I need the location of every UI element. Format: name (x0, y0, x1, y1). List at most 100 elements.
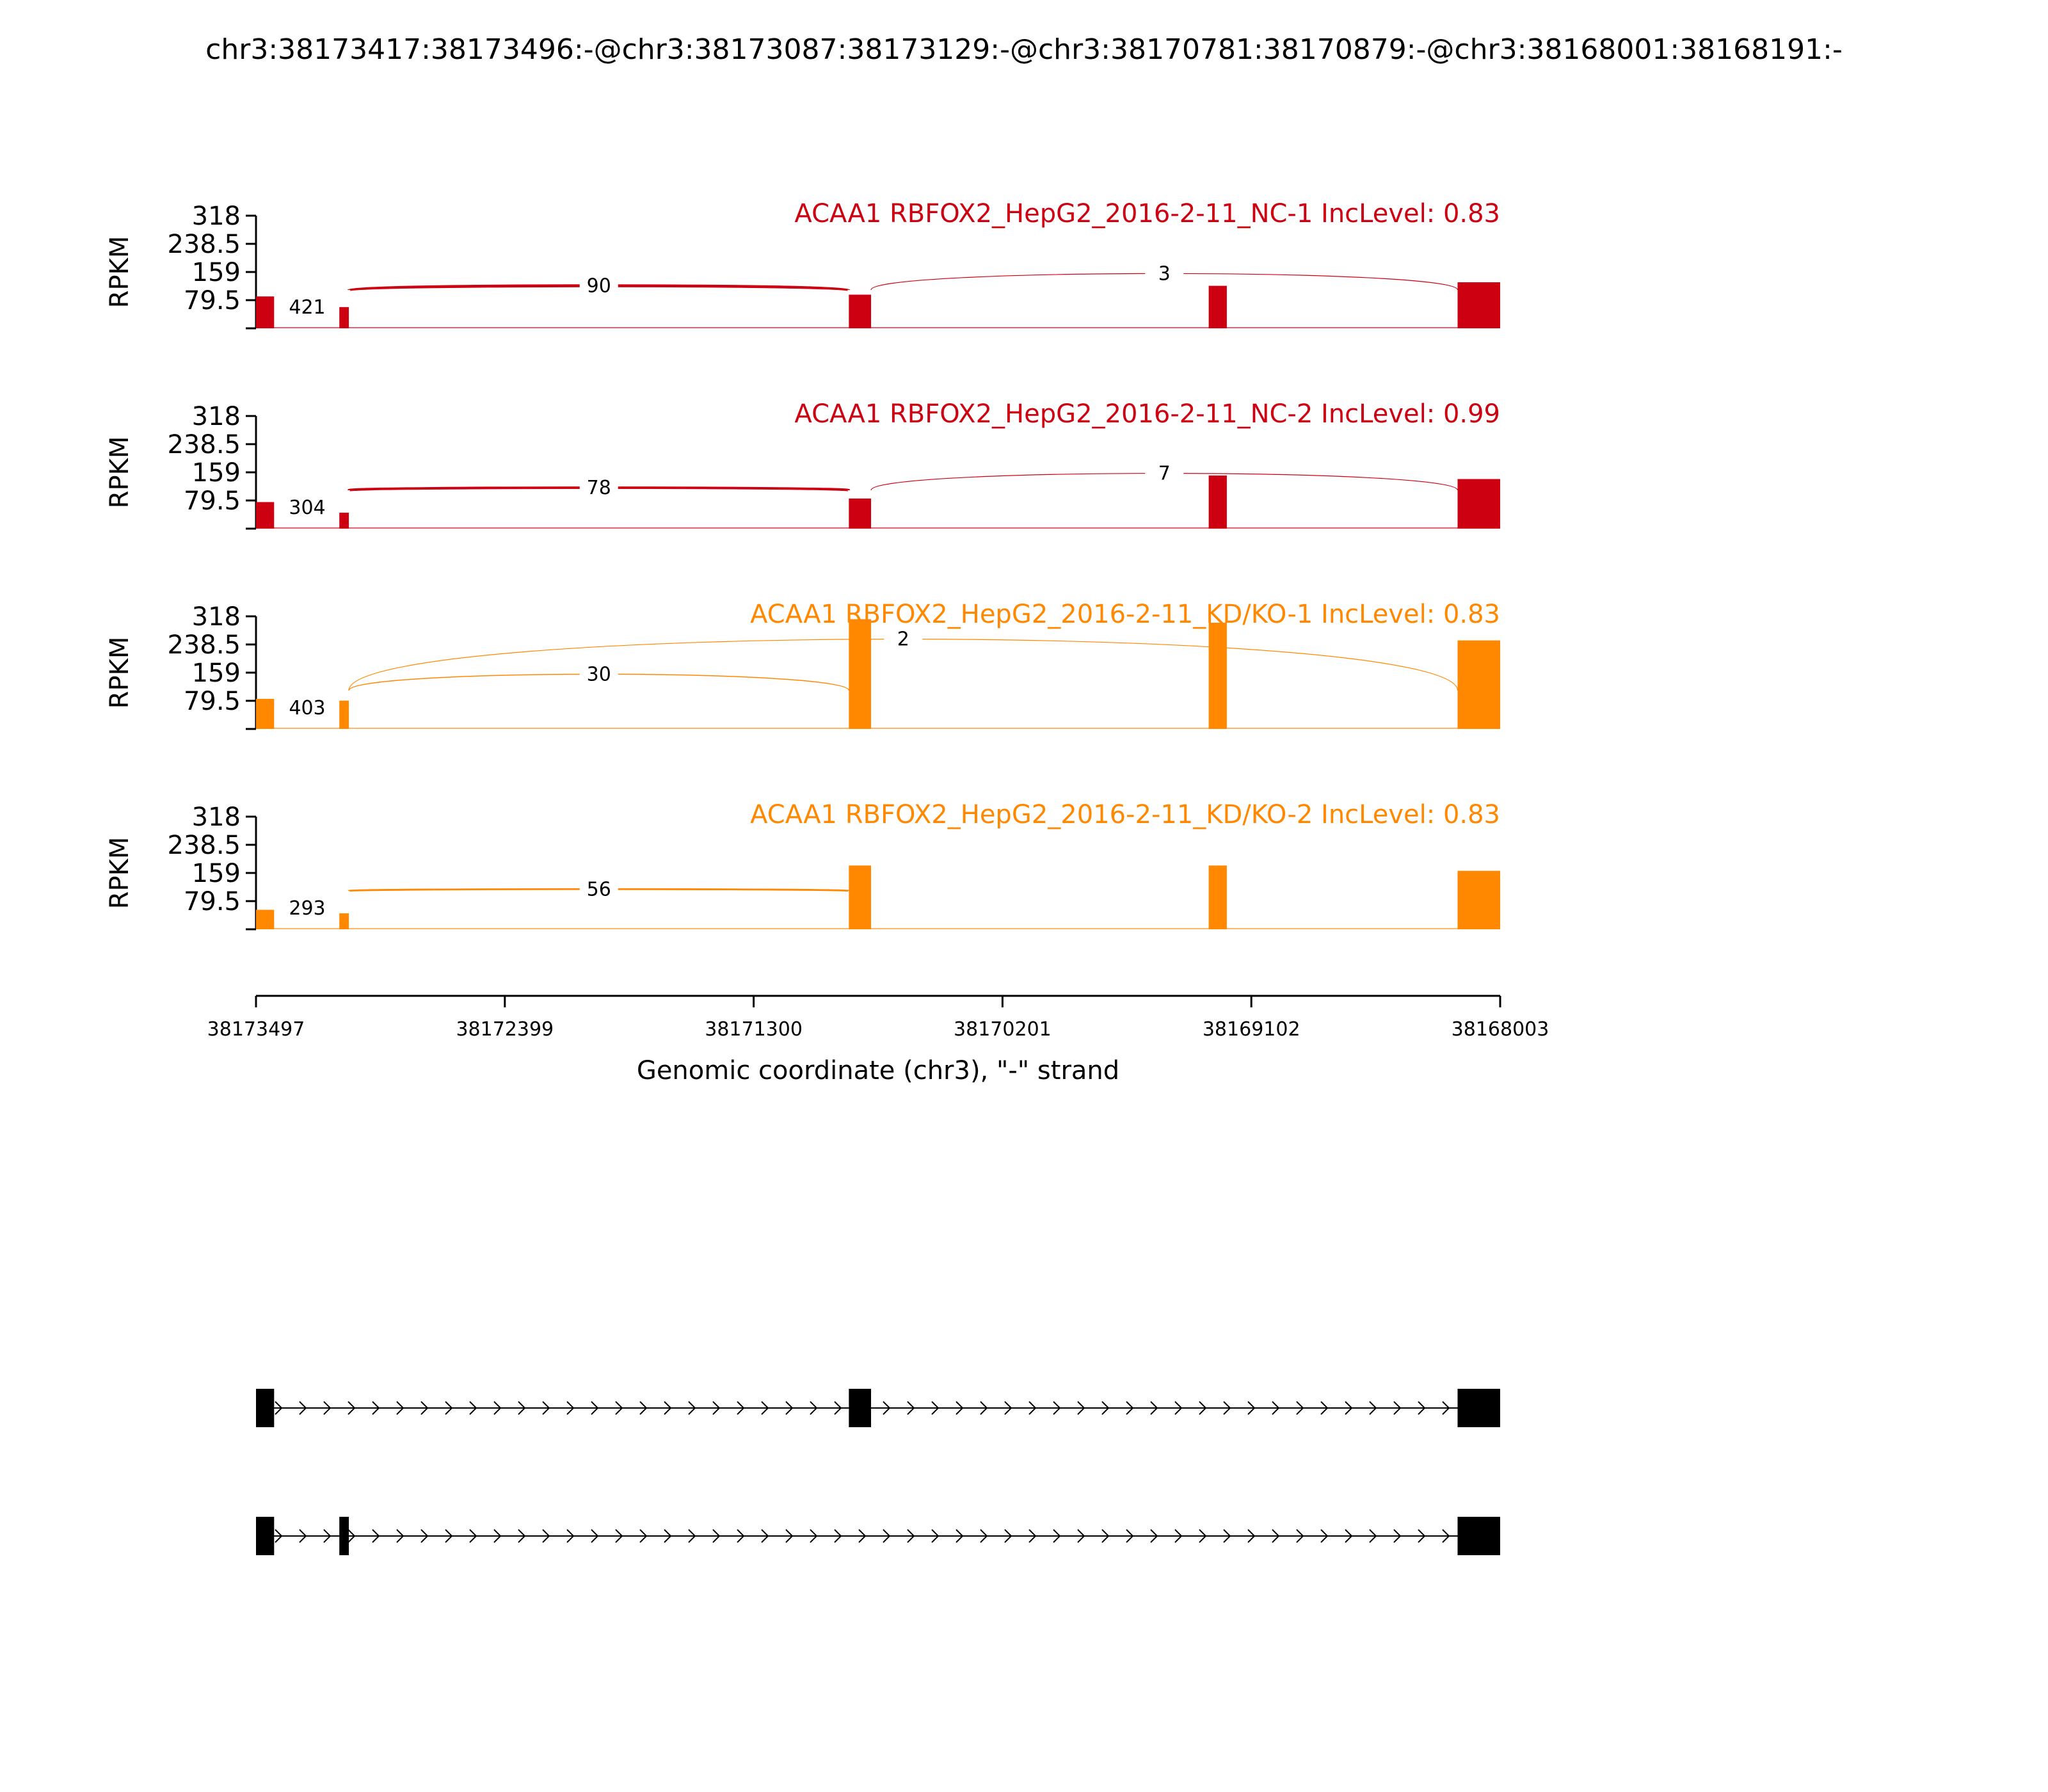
strand-arrow (566, 1529, 575, 1543)
x-tick-label: 38170201 (954, 1018, 1052, 1041)
strand-arrow (542, 1529, 550, 1543)
strand-arrow (810, 1401, 818, 1415)
isoform-2 (256, 1517, 1500, 1555)
strand-arrow (1320, 1401, 1329, 1415)
strand-arrow (445, 1529, 453, 1543)
junction-count-left: 304 (289, 497, 325, 519)
strand-arrow (518, 1401, 526, 1415)
strand-arrow (980, 1529, 988, 1543)
y-tick-label: 159 (192, 258, 241, 287)
strand-arrow (1174, 1529, 1183, 1543)
coverage-bar (849, 619, 872, 729)
strand-arrow (1223, 1401, 1231, 1415)
strand-arrow (1028, 1529, 1037, 1543)
strand-arrow (591, 1529, 599, 1543)
strand-arrow (615, 1401, 623, 1415)
strand-arrow (1126, 1529, 1134, 1543)
strand-arrow (1272, 1529, 1280, 1543)
coverage-bar (256, 502, 275, 529)
strand-arrow (883, 1401, 891, 1415)
strand-arrow (664, 1401, 672, 1415)
strand-arrow (493, 1529, 502, 1543)
y-tick-label: 238.5 (167, 430, 241, 460)
coverage-bar (256, 909, 275, 929)
y-tick-label: 159 (192, 458, 241, 488)
strand-arrow (688, 1401, 696, 1415)
coverage-bar (849, 294, 872, 328)
coverage-bar (1208, 622, 1227, 729)
strand-arrow (348, 1529, 356, 1543)
exon-block (1457, 1517, 1500, 1555)
strand-arrow (664, 1529, 672, 1543)
strand-arrow (566, 1401, 575, 1415)
strand-arrow (1199, 1401, 1207, 1415)
coverage-bar (1457, 282, 1500, 328)
strand-arrow (1247, 1401, 1256, 1415)
strand-arrow (712, 1401, 721, 1415)
x-tick-label: 38173497 (207, 1018, 305, 1041)
junction-label-bg (1145, 459, 1184, 484)
strand-arrow (761, 1529, 769, 1543)
exon-block (339, 1517, 349, 1555)
strand-arrow (1345, 1529, 1353, 1543)
coverage-bar (1457, 640, 1500, 729)
coverage-bar (1208, 285, 1227, 328)
coverage-bar (849, 498, 872, 529)
strand-arrow (1442, 1529, 1450, 1543)
exon-block (1457, 1389, 1500, 1427)
y-tick-label: 238.5 (167, 230, 241, 259)
strand-arrow (1369, 1401, 1377, 1415)
coverage-bar (339, 700, 349, 729)
strand-arrow (396, 1401, 404, 1415)
y-tick-label: 79.5 (184, 486, 241, 516)
strand-arrow (1150, 1401, 1158, 1415)
exon-block (256, 1517, 275, 1555)
exon-block (849, 1389, 872, 1427)
strand-arrow (469, 1401, 477, 1415)
strand-arrow (469, 1529, 477, 1543)
figure-title: chr3:38173417:38173496:-@chr3:38173087:3… (205, 33, 1843, 66)
strand-arrow (1077, 1401, 1085, 1415)
isoform-models (256, 1389, 1500, 1555)
strand-arrow (1053, 1401, 1061, 1415)
strand-arrow (372, 1401, 380, 1415)
strand-arrow (1053, 1529, 1061, 1543)
strand-arrow (834, 1529, 842, 1543)
strand-arrow (712, 1529, 721, 1543)
strand-arrow (907, 1401, 915, 1415)
strand-arrow (323, 1401, 332, 1415)
x-tick-label: 38172399 (456, 1018, 554, 1041)
junction-count: 30 (587, 663, 611, 685)
junction-count: 56 (587, 878, 611, 900)
strand-arrow (785, 1401, 794, 1415)
strand-arrow (1247, 1529, 1256, 1543)
y-tick-label: 238.5 (167, 831, 241, 860)
strand-arrow (785, 1529, 794, 1543)
coverage-bar (1208, 865, 1227, 929)
strand-arrow (1393, 1401, 1402, 1415)
isoform-1 (256, 1389, 1500, 1427)
y-axis-label: RPKM (105, 436, 134, 509)
coverage-bar (1457, 479, 1500, 529)
strand-arrow (1418, 1529, 1426, 1543)
junction-count-left: 293 (289, 897, 325, 920)
strand-arrow (931, 1529, 940, 1543)
junction-label-bg (579, 271, 618, 296)
strand-arrow (1418, 1401, 1426, 1415)
strand-arrow (1199, 1529, 1207, 1543)
strand-arrow (1101, 1529, 1110, 1543)
strand-arrow (956, 1401, 964, 1415)
strand-arrow (396, 1529, 404, 1543)
strand-arrow (858, 1529, 867, 1543)
strand-arrow (615, 1529, 623, 1543)
strand-arrow (1174, 1401, 1183, 1415)
junction-count-left: 403 (289, 697, 325, 719)
strand-arrow (1004, 1529, 1012, 1543)
strand-arrow (1296, 1401, 1304, 1415)
coverage-bar (339, 307, 349, 328)
strand-arrow (1126, 1401, 1134, 1415)
strand-arrow (1393, 1529, 1402, 1543)
strand-arrow (810, 1529, 818, 1543)
